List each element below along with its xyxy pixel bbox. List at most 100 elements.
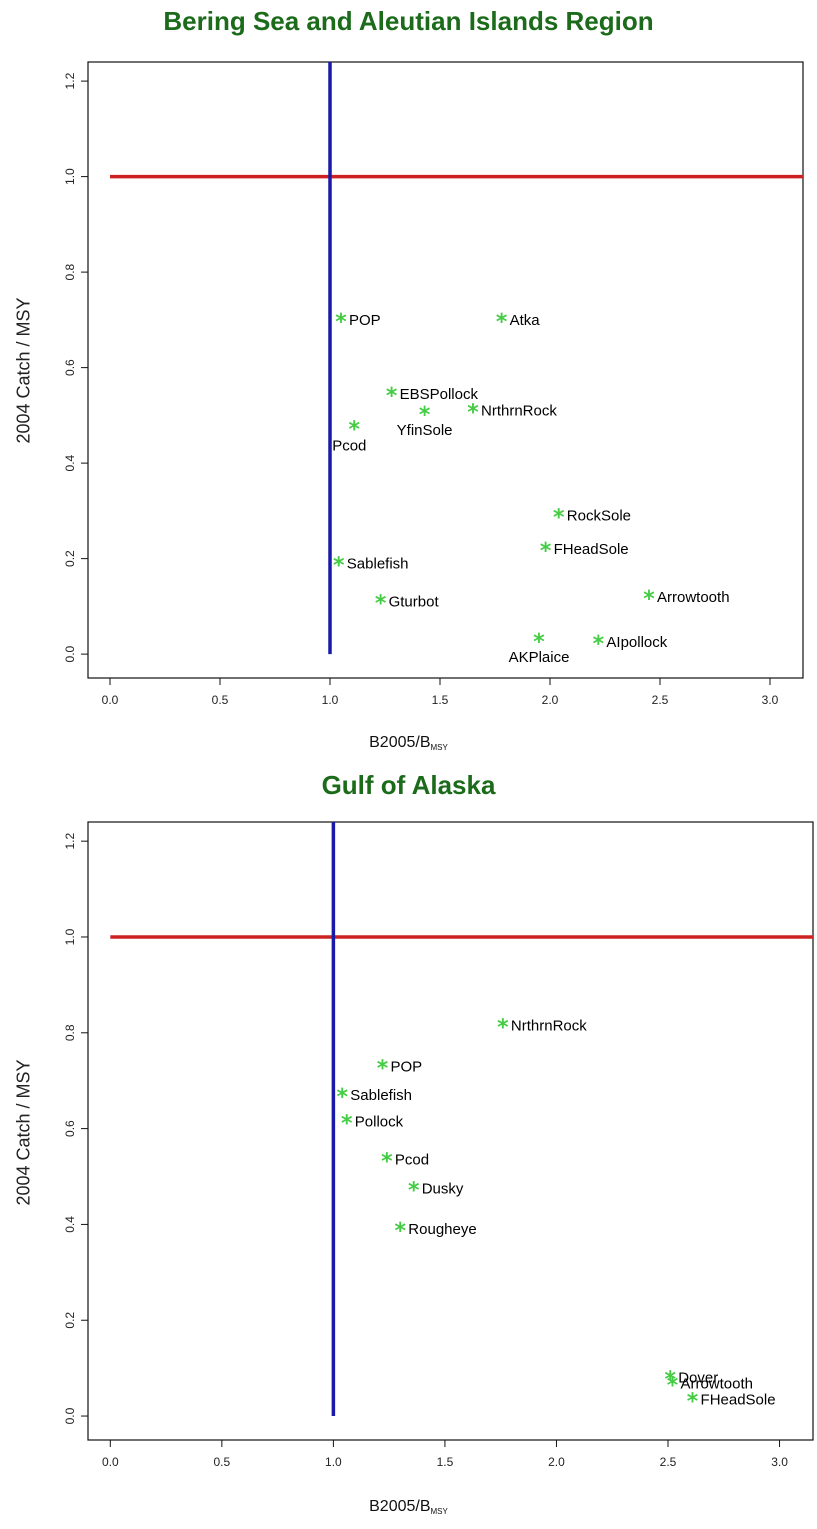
- y-tick-label: 1.2: [63, 832, 77, 849]
- x-tick-label: 1.5: [437, 1455, 454, 1469]
- point-label: Pcod: [332, 437, 366, 454]
- point-marker: *: [666, 1373, 679, 1398]
- y-axis-label: 2004 Catch / MSY: [13, 1058, 34, 1206]
- x-tick-label: 2.0: [542, 693, 559, 707]
- data-point: * POP: [376, 1056, 422, 1081]
- point-marker: *: [495, 310, 508, 335]
- point-label: EBSPollock: [400, 386, 479, 403]
- point-label: AKPlaice: [509, 649, 570, 666]
- x-tick-label: 0.0: [102, 693, 119, 707]
- x-axis-label: B2005/BMSY: [369, 734, 448, 752]
- point-marker: *: [376, 1056, 389, 1081]
- point-label: NrthrnRock: [481, 403, 557, 420]
- x-axis-label: B2005/BMSY: [369, 1498, 448, 1516]
- point-label: Arrowtooth: [657, 589, 730, 606]
- data-point: *Pcod: [332, 417, 366, 454]
- y-tick-label: 0.8: [63, 1024, 77, 1041]
- point-label: Arrowtooth: [680, 1375, 753, 1392]
- data-point: * FHeadSole: [539, 539, 629, 564]
- point-marker: *: [394, 1219, 407, 1244]
- y-tick-label: 1.2: [63, 72, 77, 89]
- data-point: * RockSole: [552, 506, 631, 531]
- point-marker: *: [664, 1368, 677, 1393]
- x-tick-label: 2.5: [652, 693, 669, 707]
- point-label: AIpollock: [606, 634, 667, 651]
- y-axis-label: 2004 Catch / MSY: [13, 296, 34, 444]
- data-point: * Sablefish: [336, 1085, 412, 1110]
- data-point: *Pcod: [380, 1150, 429, 1175]
- x-tick-label: 1.0: [325, 1455, 342, 1469]
- point-label: POP: [349, 312, 381, 329]
- data-point: * Pollock: [340, 1111, 403, 1136]
- data-point: * NrthrnRock: [496, 1016, 587, 1041]
- point-marker: *: [334, 310, 347, 335]
- data-point: *YfinSole: [397, 403, 453, 439]
- point-label: RockSole: [567, 508, 631, 525]
- point-marker: *: [418, 403, 431, 428]
- point-label: POP: [390, 1058, 422, 1075]
- data-point: * Arrowtooth: [642, 587, 729, 612]
- data-point: * FHeadSole: [686, 1389, 776, 1414]
- x-tick-label: 0.5: [214, 1455, 231, 1469]
- y-tick-label: 0.4: [63, 1216, 77, 1233]
- point-marker: *: [340, 1111, 353, 1136]
- y-tick-label: 0.2: [63, 1312, 77, 1329]
- point-label: Dover: [678, 1370, 718, 1387]
- y-tick-label: 1.0: [63, 168, 77, 185]
- plot-frame: [87, 821, 814, 1441]
- point-marker: *: [385, 384, 398, 409]
- x-tick-label: 2.5: [660, 1455, 677, 1469]
- x-tick-label: 2.0: [548, 1455, 565, 1469]
- point-label: Dusky: [422, 1180, 464, 1197]
- data-point: * POP: [334, 310, 380, 335]
- y-tick-label: 1.0: [63, 928, 77, 945]
- plot-frame: [87, 61, 804, 679]
- point-marker: *: [332, 553, 345, 578]
- point-marker: *: [592, 632, 605, 657]
- scatter-plot-bsai: 0.0 0.5 1.0 1.5 2.0 2.5 3.0 0.0 0.2 0.4 0.6 0.8 1.0 1…: [63, 61, 804, 707]
- point-marker: *: [380, 1150, 393, 1175]
- x-tick-label: 1.0: [322, 693, 339, 707]
- chart-title: Bering Sea and Aleutian Islands Region: [163, 6, 654, 36]
- point-marker: *: [496, 1016, 509, 1041]
- point-label: Rougheye: [408, 1221, 476, 1238]
- point-label: Sablefish: [347, 555, 409, 572]
- point-label: Atka: [510, 312, 541, 329]
- point-marker: *: [407, 1178, 420, 1203]
- y-tick-label: 0.2: [63, 550, 77, 567]
- data-point: * Dusky: [407, 1178, 464, 1203]
- point-label: Gturbot: [389, 594, 440, 611]
- point-label: Pcod: [395, 1152, 429, 1169]
- point-label: FHeadSole: [554, 541, 629, 558]
- point-marker: *: [642, 587, 655, 612]
- x-tick-label: 0.5: [212, 693, 229, 707]
- data-point: * Arrowtooth: [666, 1373, 753, 1398]
- scatter-plot-goa: 0.0 0.5 1.0 1.5 2.0 2.5 3.0 0.0 0.2 0.4 0.6 0.8 1.0 1…: [63, 821, 814, 1469]
- point-marker: *: [374, 592, 387, 617]
- point-label: FHeadSole: [701, 1391, 776, 1408]
- x-tick-label: 0.0: [102, 1455, 119, 1469]
- chart-panel-goa: Gulf of Alaska 0.0 0.5 1.0 1.5 2.0 2.5 3.0 0.0 0…: [0, 762, 817, 1529]
- point-label: Sablefish: [350, 1087, 412, 1104]
- y-tick-label: 0.0: [63, 1407, 77, 1424]
- point-label: YfinSole: [397, 422, 453, 439]
- data-point: * AIpollock: [592, 632, 668, 657]
- point-label: Pollock: [355, 1113, 404, 1130]
- chart-title: Gulf of Alaska: [321, 770, 496, 800]
- chart-panel-bsai: Bering Sea and Aleutian Islands Region 0…: [0, 0, 817, 762]
- point-marker: *: [539, 539, 552, 564]
- data-point: * Rougheye: [394, 1219, 477, 1244]
- point-label: NrthrnRock: [511, 1018, 587, 1035]
- point-marker: *: [348, 417, 361, 442]
- point-marker: *: [552, 506, 565, 531]
- y-tick-label: 0.0: [63, 645, 77, 662]
- data-point: * EBSPollock: [385, 384, 478, 409]
- data-point: * Atka: [495, 310, 540, 335]
- data-point: * Dover: [664, 1368, 719, 1393]
- data-point: * Sablefish: [332, 553, 408, 578]
- data-point: * Gturbot: [374, 592, 439, 617]
- y-tick-label: 0.6: [63, 1120, 77, 1137]
- data-point: * NrthrnRock: [466, 401, 557, 426]
- x-tick-label: 3.0: [762, 693, 779, 707]
- y-tick-label: 0.8: [63, 263, 77, 280]
